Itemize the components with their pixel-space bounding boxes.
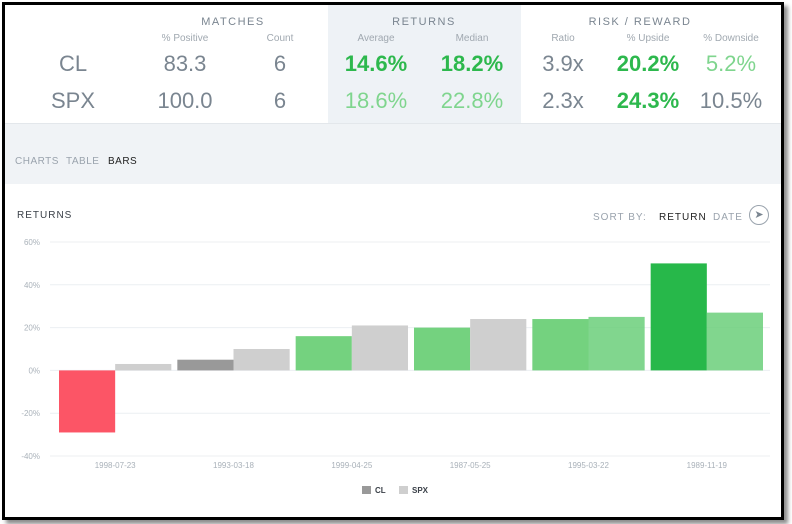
bar-spx-1987-05-25 <box>470 319 527 371</box>
cl-positive: 83.3 <box>163 51 207 76</box>
subhead-downside: % Downside <box>703 33 759 44</box>
tab-bars[interactable]: BARS <box>108 156 138 167</box>
y-tick-label: 20% <box>24 324 40 333</box>
sort-date-option[interactable]: DATE <box>713 212 743 223</box>
subhead-ratio: Ratio <box>551 33 575 44</box>
returns-highlight <box>328 5 521 123</box>
legend-label-spx: SPX <box>412 486 429 495</box>
bar-cl-1995-03-22 <box>532 319 589 371</box>
spx-upside: 24.3% <box>616 88 680 113</box>
cl-downside: 5.2% <box>705 51 757 76</box>
bar-spx-1993-03-18 <box>233 349 290 371</box>
row-symbol-spx: SPX <box>50 88 96 113</box>
legend-label-cl: CL <box>375 486 386 495</box>
bar-cl-1987-05-25 <box>414 327 471 371</box>
group-risk-reward: RISK / REWARD <box>588 16 692 28</box>
x-tick-label: 1993-03-18 <box>213 461 254 470</box>
bar-cl-1993-03-18 <box>177 359 234 371</box>
y-tick-label: 60% <box>24 238 40 247</box>
app-frame: MATCHES RETURNS RISK / REWARD % Positive… <box>2 2 784 520</box>
group-matches: MATCHES <box>201 16 265 28</box>
subhead-average: Average <box>357 33 395 44</box>
tab-charts[interactable]: CHARTS <box>15 156 59 167</box>
cl-upside: 20.2% <box>616 51 680 76</box>
returns-panel: RETURNS SORT BY: RETURN DATE ➤ -40% -20% 0… <box>5 184 781 517</box>
bar-spx-1995-03-22 <box>588 316 645 371</box>
sort-return-option[interactable]: RETURN <box>659 212 707 223</box>
spx-downside: 10.5% <box>699 88 763 113</box>
cl-count: 6 <box>273 51 287 76</box>
arrow-circle-icon[interactable]: ➤ <box>749 205 769 225</box>
spx-average: 18.6% <box>344 88 408 113</box>
bar-spx-1999-04-25 <box>351 325 408 371</box>
y-tick-label: 40% <box>24 281 40 290</box>
y-tick-label: 0% <box>28 366 40 375</box>
spx-count: 6 <box>273 88 287 113</box>
view-tabs-bar: CHARTS TABLE BARS <box>5 123 781 185</box>
cl-median: 18.2% <box>440 51 504 76</box>
subhead-upside: % Upside <box>626 33 670 44</box>
legend-swatch-spx <box>399 486 408 494</box>
x-tick-label: 1998-07-23 <box>95 461 136 470</box>
subhead-count: Count <box>266 33 294 44</box>
x-tick-label: 1987-05-25 <box>450 461 491 470</box>
bar-cl-1999-04-25 <box>295 336 352 371</box>
spx-ratio: 2.3x <box>542 88 584 113</box>
panel-title: RETURNS <box>17 210 73 221</box>
y-tick-label: -20% <box>21 409 40 418</box>
x-tick-label: 1999-04-25 <box>331 461 372 470</box>
sort-by-label: SORT BY: <box>593 212 647 223</box>
cl-ratio: 3.9x <box>542 51 584 76</box>
cl-average: 14.6% <box>344 51 408 76</box>
x-tick-label: 1989-11-19 <box>687 461 728 470</box>
returns-bar-chart: -40% -20% 0% 20% 40% 60% 1998-07-23 1993-03-18 1… <box>21 238 770 495</box>
group-returns: RETURNS <box>392 16 456 28</box>
bar-cl-1989-11-19 <box>650 263 707 371</box>
bar-spx-1989-11-19 <box>706 312 763 371</box>
x-tick-label: 1995-03-22 <box>568 461 609 470</box>
row-symbol-cl: CL <box>58 51 88 76</box>
spx-median: 22.8% <box>440 88 504 113</box>
stats-header: MATCHES RETURNS RISK / REWARD % Positive… <box>5 5 781 123</box>
spx-positive: 100.0 <box>157 88 213 113</box>
subhead-median: Median <box>455 33 489 44</box>
tab-table[interactable]: TABLE <box>66 156 100 167</box>
y-tick-label: -40% <box>21 452 40 461</box>
bar-cl-1998-07-23 <box>59 370 116 433</box>
bar-spx-1998-07-23 <box>115 363 172 371</box>
legend-swatch-cl <box>362 486 371 494</box>
subhead-positive: % Positive <box>161 33 209 44</box>
